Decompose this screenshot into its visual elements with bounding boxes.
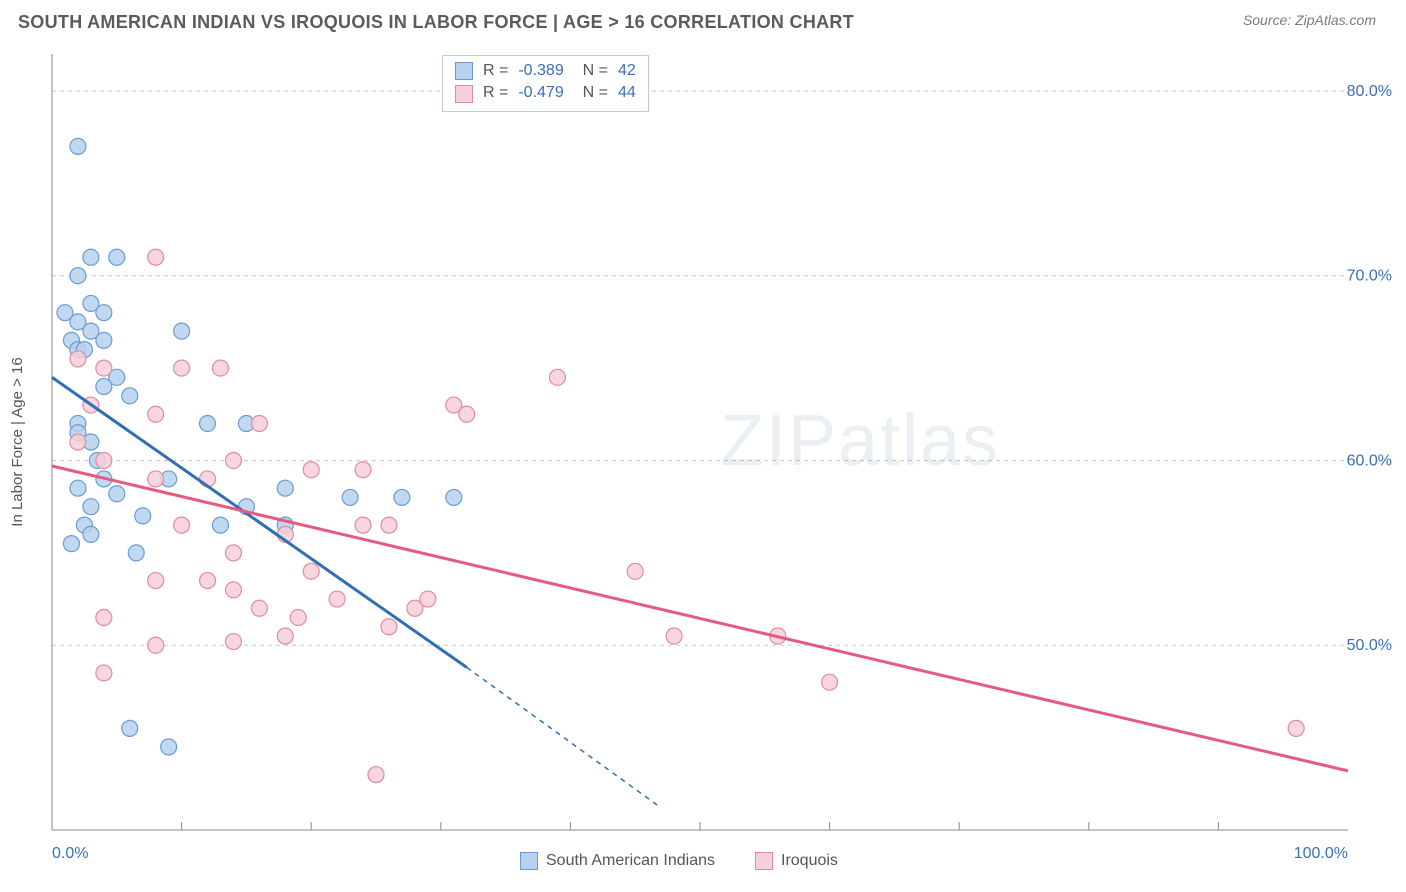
- legend-label: South American Indians: [546, 852, 715, 870]
- svg-text:100.0%: 100.0%: [1294, 845, 1348, 862]
- legend-swatch: [455, 85, 473, 103]
- source-label: Source: ZipAtlas.com: [1243, 12, 1376, 28]
- svg-text:80.0%: 80.0%: [1347, 83, 1392, 100]
- legend-item: Iroquois: [755, 852, 838, 870]
- stats-row: R =-0.389 N =42: [455, 60, 636, 82]
- legend-swatch: [455, 62, 473, 80]
- legend-swatch: [755, 852, 773, 870]
- svg-text:60.0%: 60.0%: [1347, 452, 1392, 469]
- stats-box: R =-0.389 N =42R =-0.479 N =44: [442, 55, 649, 112]
- correlation-chart: 50.0% 60.0% 70.0% 80.0% 0.0% 100.0% In Labor F…: [0, 40, 1406, 892]
- svg-text:0.0%: 0.0%: [52, 845, 88, 862]
- legend-item: South American Indians: [520, 852, 715, 870]
- legend-swatch: [520, 852, 538, 870]
- svg-text:50.0%: 50.0%: [1347, 637, 1392, 654]
- chart-title: SOUTH AMERICAN INDIAN VS IROQUOIS IN LAB…: [18, 12, 854, 33]
- stats-row: R =-0.479 N =44: [455, 82, 636, 104]
- bottom-legend: South American Indians Iroquois: [520, 852, 838, 870]
- svg-text:70.0%: 70.0%: [1347, 268, 1392, 285]
- svg-text:In Labor Force | Age > 16: In Labor Force | Age > 16: [9, 357, 26, 526]
- legend-label: Iroquois: [781, 852, 838, 870]
